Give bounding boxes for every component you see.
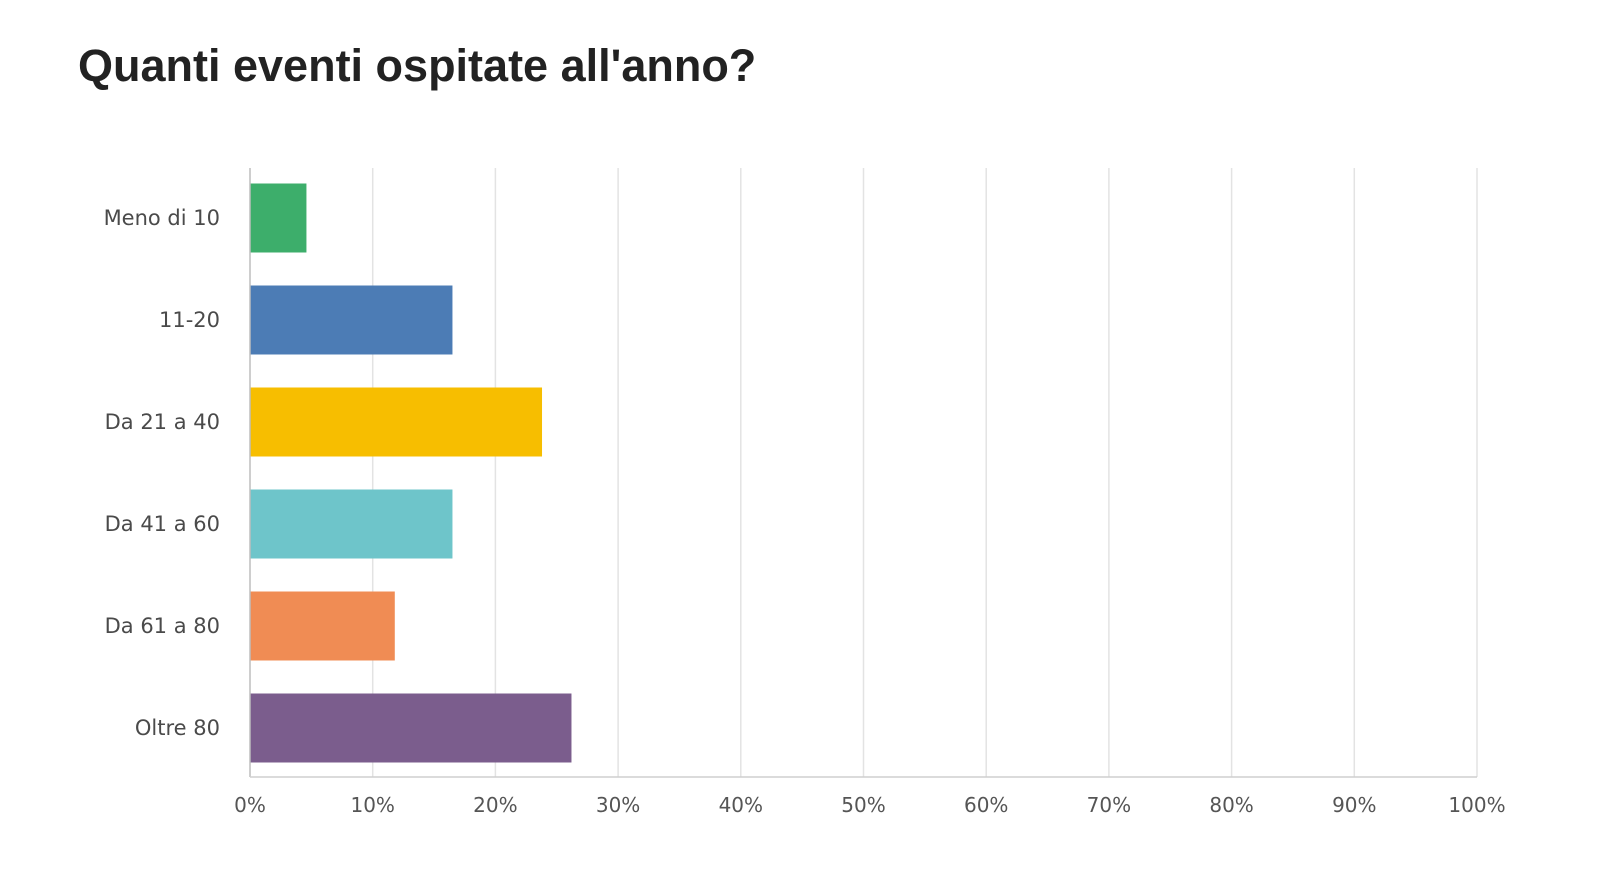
category-label: 11-20 — [159, 308, 220, 332]
bar — [250, 183, 307, 253]
x-tick-label: 60% — [964, 793, 1008, 817]
gridlines — [371, 168, 1478, 777]
category-label: Da 61 a 80 — [105, 614, 220, 638]
axes — [249, 168, 1477, 778]
x-tick-label: 40% — [719, 793, 763, 817]
bar — [250, 591, 395, 661]
chart-title: Quanti eventi ospitate all'anno? — [78, 40, 757, 91]
bars — [250, 183, 572, 763]
category-label: Da 21 a 40 — [105, 410, 220, 434]
x-tick-label: 90% — [1332, 793, 1376, 817]
bar — [250, 285, 453, 355]
x-tick-label: 80% — [1209, 793, 1253, 817]
x-tick-label: 10% — [350, 793, 394, 817]
category-label: Oltre 80 — [135, 716, 220, 740]
bar — [250, 489, 453, 559]
category-labels: Meno di 10 11-20 Da 21 a 40 Da 41 a 60 Da 61… — [104, 206, 220, 740]
x-tick-label: 50% — [841, 793, 885, 817]
x-tick-label: 30% — [596, 793, 640, 817]
x-tick-label: 20% — [473, 793, 517, 817]
category-label: Meno di 10 — [104, 206, 220, 230]
category-label: Da 41 a 60 — [105, 512, 220, 536]
x-tick-label: 0% — [234, 793, 266, 817]
x-tick-labels: 0% 10% 20% 30% 40% 50% 60% 70% 80% 90% 100% — [234, 793, 1505, 817]
x-tick-label: 70% — [1087, 793, 1131, 817]
bar — [250, 693, 572, 763]
bar — [250, 387, 543, 457]
x-tick-label: 100% — [1448, 793, 1505, 817]
